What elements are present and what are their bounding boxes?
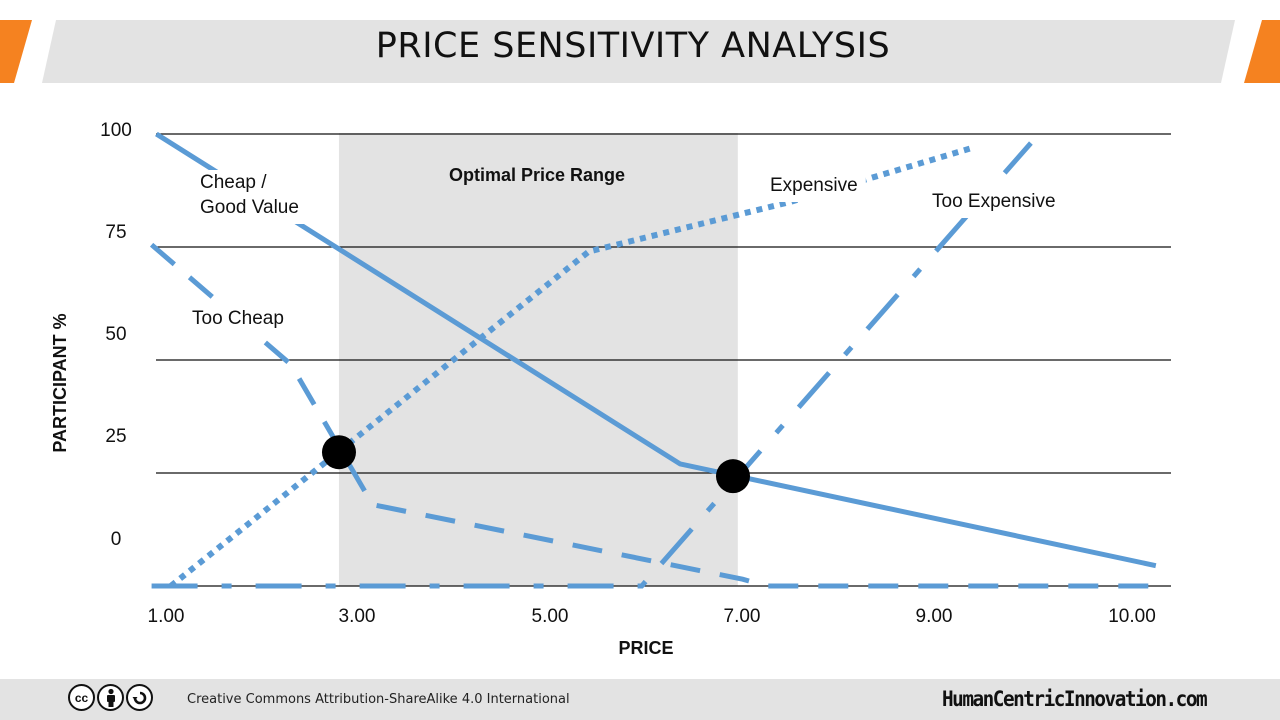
x-tick-label: 3.00 [339, 606, 376, 627]
series-label-too-expensive: Too Expensive [928, 189, 1069, 218]
series-line-expensive [168, 144, 975, 589]
license-text: Creative Commons Attribution-ShareAlike … [187, 692, 570, 707]
point-of-marginal-expensiveness-marker [715, 459, 750, 494]
license-icons: cc [68, 684, 153, 715]
x-tick-label: 9.00 [916, 606, 953, 627]
footer: cc Creative Commons Attribution-ShareAli… [0, 679, 1280, 720]
series-label-expensive: Expensive [766, 173, 866, 202]
series-label-bg [188, 306, 288, 335]
price-sensitivity-chart: 100 75 50 25 0 1.00 3.00 5.00 7.00 9.00 10.00 PRICE… [50, 120, 1171, 658]
y-tick-label: 75 [105, 222, 126, 243]
page-title: PRICE SENSITIVITY ANALYSIS [375, 26, 891, 66]
title-band [42, 20, 1235, 83]
cc-icon: cc [68, 684, 95, 711]
series-label-text: Too Cheap [192, 308, 284, 329]
series-label-bg [196, 170, 306, 224]
site-link[interactable]: HumanCentricInnovation.com [942, 687, 1208, 711]
series-label-cheap-good-value: Cheap / Good Value [196, 170, 306, 224]
x-axis-title: PRICE [618, 638, 673, 658]
x-tick-label: 1.00 [148, 606, 185, 627]
series-line-too-cheap [149, 242, 1166, 589]
title-bar: PRICE SENSITIVITY ANALYSIS [0, 0, 1280, 90]
series-line-cheap-good-value [155, 131, 1157, 569]
series-label-bg [766, 173, 866, 202]
series-label-text: Too Expensive [932, 191, 1056, 212]
title-bar-shapes [0, 20, 1280, 83]
y-tick-label: 100 [100, 120, 132, 141]
series-line-too-expensive [151, 141, 1033, 589]
series-label-text: Expensive [770, 175, 858, 196]
y-tick-label: 25 [105, 426, 126, 447]
series-label-bg [928, 189, 1069, 218]
accent-left [0, 20, 32, 83]
point-of-marginal-cheapness-marker [321, 435, 356, 470]
x-tick-label: 5.00 [532, 606, 569, 627]
series-label-text: Cheap / [200, 172, 267, 193]
y-axis-title: PARTICIPANT % [50, 313, 70, 452]
series-label-too-cheap: Too Cheap [188, 306, 288, 335]
sa-icon [126, 684, 153, 711]
y-tick-label: 50 [105, 324, 126, 345]
y-tick-label: 0 [111, 529, 122, 550]
series-label-text: Good Value [200, 197, 299, 218]
optimal-price-range-label: Optimal Price Range [449, 165, 625, 185]
x-tick-label: 7.00 [724, 606, 761, 627]
accent-right [1244, 20, 1280, 83]
x-tick-label: 10.00 [1108, 606, 1156, 627]
by-icon [97, 684, 124, 711]
